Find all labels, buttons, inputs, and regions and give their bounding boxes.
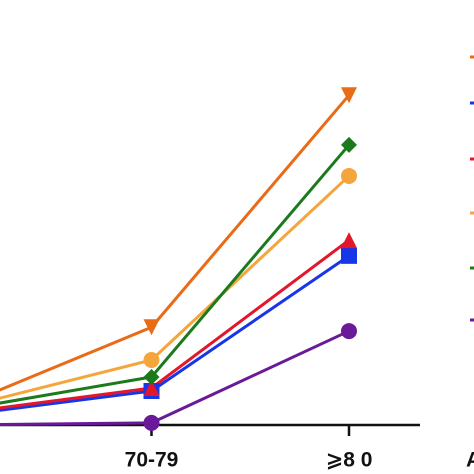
point [341, 167, 357, 184]
series-line [0, 238, 350, 410]
x-tick-label: 70-79 [125, 449, 179, 472]
series-line [0, 94, 351, 392]
point [143, 380, 160, 397]
x-axis-label: A [466, 449, 474, 472]
point [341, 323, 357, 340]
point [341, 87, 357, 104]
point [143, 368, 160, 385]
point [143, 414, 160, 431]
point [341, 136, 357, 153]
point [341, 232, 357, 249]
x-tick-label: ⩾8 0 [326, 449, 373, 472]
series-line [0, 329, 350, 427]
point [143, 319, 160, 336]
point [341, 247, 357, 264]
point [143, 351, 160, 368]
